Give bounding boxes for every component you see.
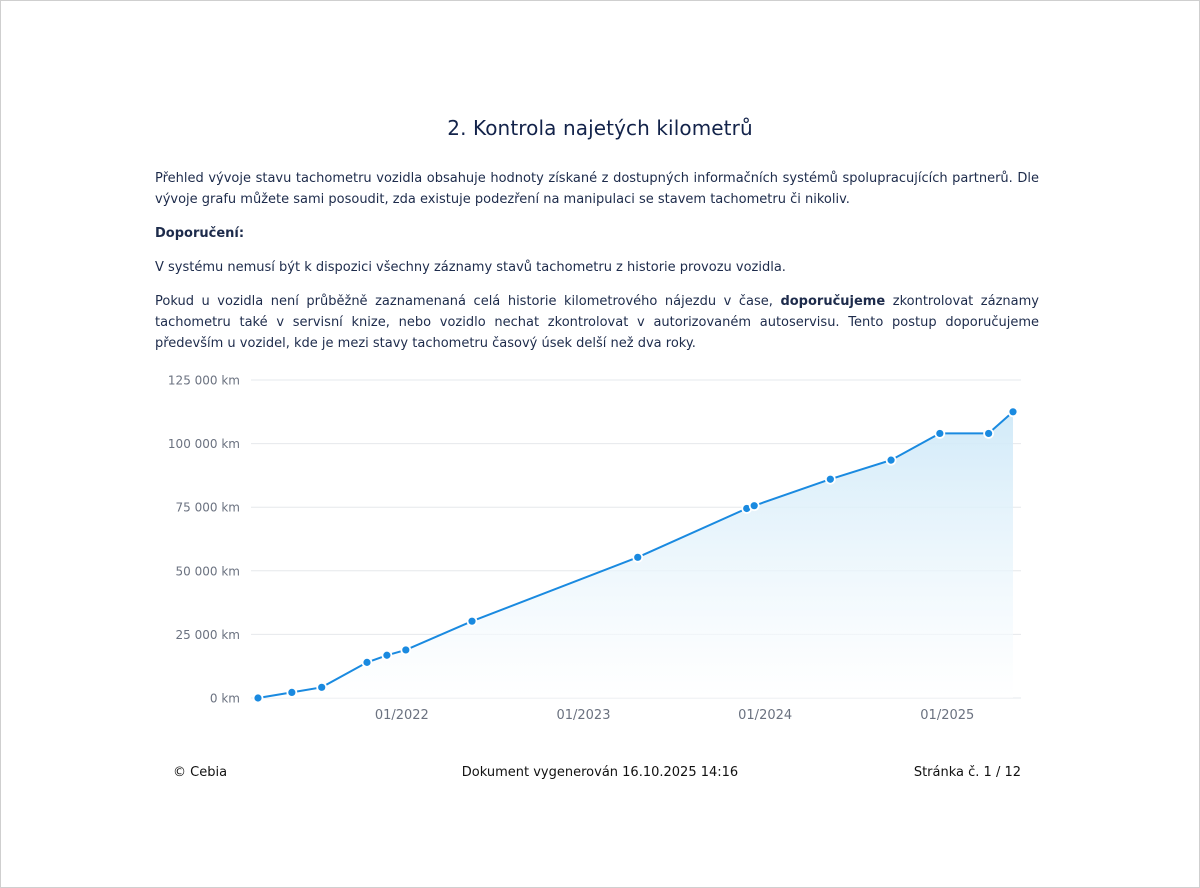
odometer-chart: 0 km 25 000 km 50 000 km 75 000 km 100 000 k… [168, 374, 1021, 723]
footer-generated: Dokument vygenerován 16.10.2025 14:16 [461, 765, 739, 780]
recommendation-heading: Doporučení: [155, 226, 245, 241]
data-point [252, 692, 264, 704]
y-tick-label: 50 000 km [176, 564, 240, 578]
y-axis-labels: 0 km 25 000 km 50 000 km 75 000 km 100 000 k… [168, 374, 240, 706]
y-tick-label: 0 km [210, 692, 240, 706]
intro-paragraph: Přehled vývoje stavu tachometru vozidla … [155, 171, 1039, 207]
advice-emphasis: doporučujeme [780, 294, 886, 309]
data-point [748, 500, 760, 512]
data-point [632, 551, 644, 563]
data-point [316, 681, 328, 693]
data-point [934, 428, 946, 439]
y-tick-label: 125 000 km [168, 374, 240, 388]
x-tick-label: 01/2023 [556, 708, 610, 723]
advice-paragraph: Pokud u vozidla není průběžně zaznamenan… [155, 291, 1039, 354]
y-tick-label: 100 000 km [168, 437, 240, 451]
x-tick-label: 01/2025 [920, 708, 974, 723]
data-point [1007, 406, 1019, 418]
x-tick-label: 01/2024 [738, 708, 792, 723]
footer-copyright: © Cebia [173, 765, 228, 780]
section-content: Přehled vývoje stavu tachometru vozidla … [155, 168, 1039, 367]
advice-text-before: Pokud u vozidla není průběžně zaznamenan… [155, 294, 781, 309]
data-point [983, 428, 995, 439]
footer-page-number: Stránka č. 1 / 12 [913, 765, 1021, 780]
y-tick-label: 25 000 km [176, 628, 240, 642]
data-point [381, 649, 393, 661]
data-point [286, 687, 298, 698]
x-axis-labels: 01/2022 01/2023 01/2024 01/2025 [375, 708, 974, 723]
data-point [824, 473, 836, 485]
advice-text-after: zkontrolovat záznamy tachometru také v s… [155, 294, 1039, 351]
note-paragraph: V systému nemusí být k dispozici všechny… [155, 260, 786, 275]
section-title: 2. Kontrola najetých kilometrů [447, 116, 753, 140]
x-tick-label: 01/2022 [375, 708, 429, 723]
data-point [400, 644, 412, 656]
data-point [885, 454, 897, 466]
y-tick-label: 75 000 km [176, 501, 240, 515]
mileage-points [252, 406, 1019, 704]
mileage-area [258, 411, 1013, 698]
data-point [361, 656, 373, 668]
data-point [466, 615, 478, 627]
